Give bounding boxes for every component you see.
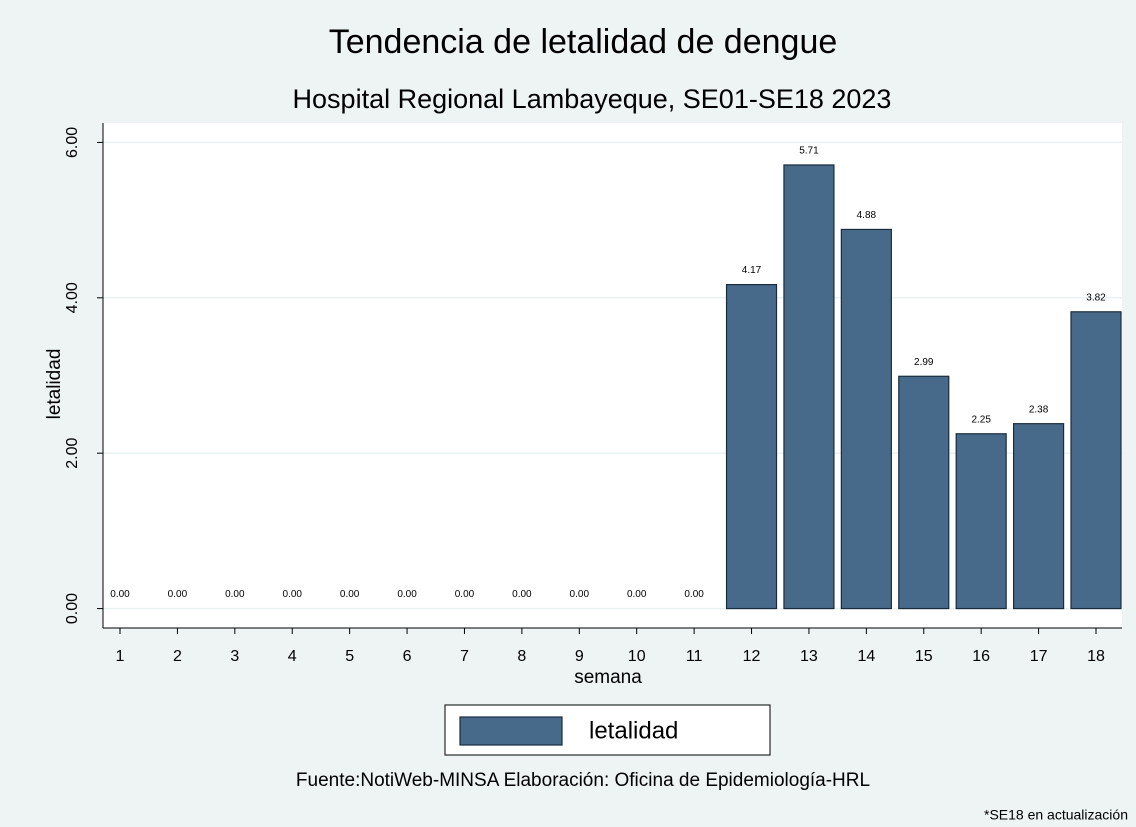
bar — [898, 375, 950, 610]
value-label: 0.00 — [684, 589, 704, 600]
value-label: 5.71 — [799, 146, 819, 157]
value-label: 0.00 — [627, 589, 647, 600]
bar — [783, 164, 835, 610]
footnote: *SE18 en actualización — [984, 807, 1128, 823]
bar — [955, 433, 1007, 610]
plot-area — [103, 123, 1122, 628]
x-tick-label: 18 — [1087, 648, 1105, 665]
y-tick-label: 0.00 — [64, 593, 81, 624]
x-tick-label: 7 — [460, 648, 469, 665]
bar — [725, 284, 778, 610]
x-tick-label: 5 — [345, 648, 354, 665]
value-label: 0.00 — [340, 589, 360, 600]
value-label: 0.00 — [110, 589, 130, 600]
x-tick-label: 4 — [288, 648, 297, 665]
x-tick-label: 14 — [857, 648, 875, 665]
x-axis-label: semana — [574, 667, 642, 688]
x-tick-label: 3 — [230, 648, 239, 665]
bar — [840, 228, 892, 610]
value-label: 0.00 — [512, 589, 532, 600]
x-tick-label: 11 — [686, 648, 703, 665]
value-label: 4.17 — [742, 265, 762, 276]
y-tick-label: 2.00 — [64, 438, 81, 469]
chart-title: Tendencia de letalidad de dengue — [329, 23, 838, 61]
value-label: 0.00 — [225, 589, 245, 600]
value-label: 0.00 — [397, 589, 417, 600]
value-label: 0.00 — [570, 589, 590, 600]
chart-subtitle: Hospital Regional Lambayeque, SE01-SE18 … — [293, 84, 892, 114]
x-tick-label: 16 — [972, 648, 990, 665]
y-tick-label: 4.00 — [64, 282, 81, 313]
source-note: Fuente:NotiWeb-MINSA Elaboración: Oficin… — [296, 770, 870, 791]
legend-label: letalidad — [589, 717, 678, 744]
value-label: 2.99 — [914, 357, 934, 368]
value-label: 0.00 — [283, 589, 303, 600]
x-tick-label: 2 — [173, 648, 182, 665]
x-tick-label: 1 — [116, 648, 125, 665]
value-label: 2.38 — [1029, 404, 1049, 415]
x-tick-label: 9 — [575, 648, 584, 665]
legend-swatch — [459, 716, 563, 746]
x-tick-label: 12 — [743, 648, 761, 665]
value-label: 2.25 — [971, 414, 991, 425]
x-tick-label: 17 — [1030, 648, 1048, 665]
x-tick-label: 13 — [800, 648, 818, 665]
bar — [1070, 311, 1122, 610]
x-tick-label: 8 — [517, 648, 526, 665]
x-tick-label: 6 — [403, 648, 412, 665]
value-label: 4.88 — [857, 210, 877, 221]
y-tick-label: 6.00 — [64, 127, 81, 158]
y-axis-label: letalidad — [44, 349, 65, 420]
x-tick-label: 15 — [915, 648, 933, 665]
x-tick-label: 10 — [628, 648, 646, 665]
value-label: 3.82 — [1086, 292, 1106, 303]
bar — [1012, 423, 1065, 610]
value-label: 0.00 — [168, 589, 188, 600]
value-label: 0.00 — [455, 589, 475, 600]
